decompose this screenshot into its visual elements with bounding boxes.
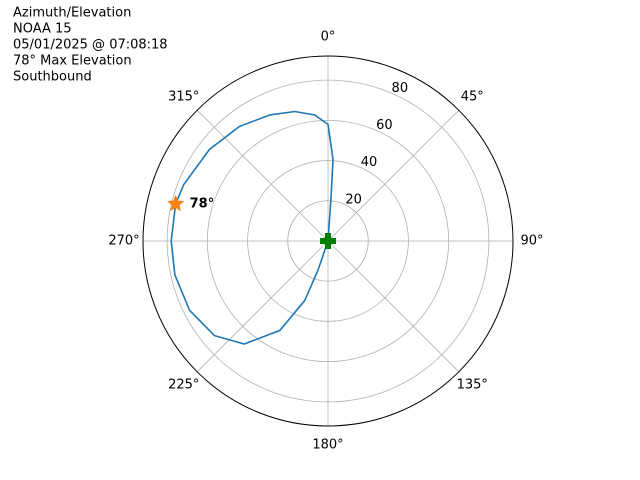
title-line: 05/01/2025 @ 07:08:18 [13,38,168,53]
grid-spoke [196,109,329,242]
grid-spoke [196,240,329,373]
r-tick-label: 80 [392,81,409,96]
angle-tick-label: 0° [321,30,336,45]
angle-tick-label: 180° [312,438,343,453]
r-tick-label: 20 [345,192,362,207]
r-tick-label: 40 [361,155,378,170]
track-line [170,110,334,345]
angle-tick-label: 225° [168,378,199,393]
max-elevation-label: 78° [190,196,215,211]
angle-tick-label: 45° [461,89,484,104]
angle-tick-label: 90° [520,234,543,249]
title-line: Azimuth/Elevation [13,6,131,21]
title-line: NOAA 15 [13,22,72,37]
r-tick-label: 60 [376,118,393,133]
max-elevation-marker [167,194,185,212]
polar-frame [142,55,514,427]
grid-spoke [327,109,460,242]
angle-tick-label: 270° [108,234,139,249]
angle-tick-label: 315° [168,89,199,104]
angle-tick-label: 135° [457,378,488,393]
grid-spoke [327,240,460,373]
start-marker [320,233,336,249]
title-line: 78° Max Elevation [13,54,132,69]
title-line: Southbound [13,70,92,85]
